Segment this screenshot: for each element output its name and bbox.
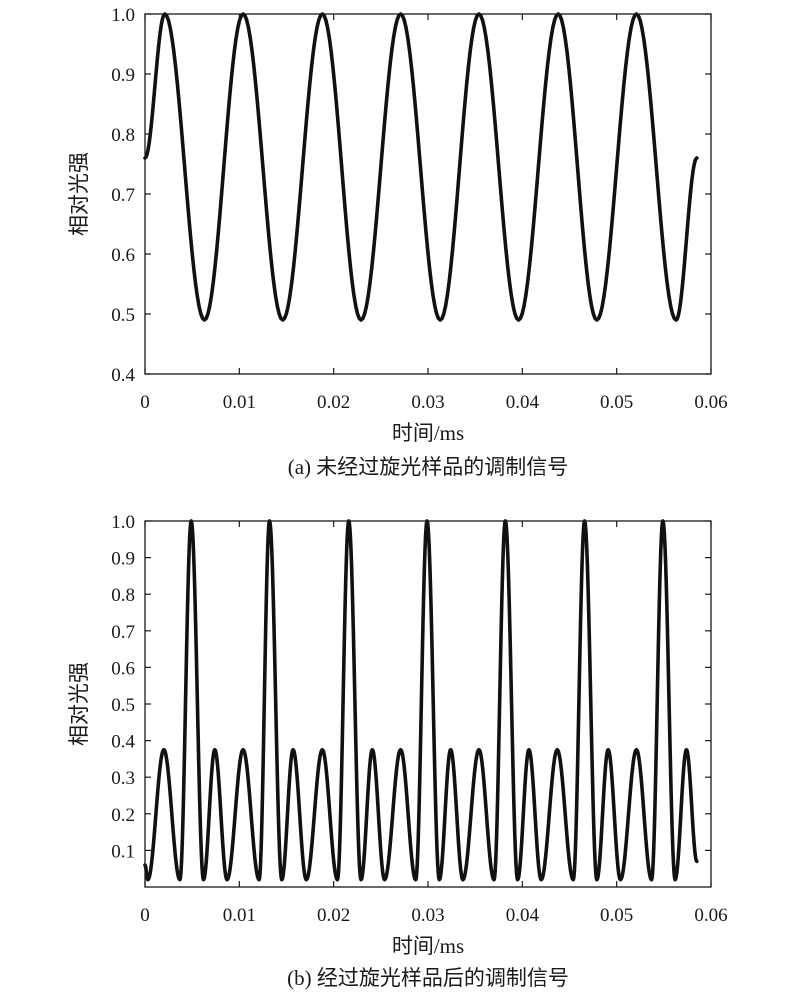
panel-b-y-tick-label: 0.7: [111, 622, 135, 643]
panel-b-x-tick-label: 0.04: [506, 905, 540, 926]
panel-a-x-tick-label: 0.01: [223, 392, 256, 413]
panel-b-y-tick-label: 0.1: [111, 841, 135, 862]
panel-a-x-tick-label: 0.05: [600, 392, 633, 413]
panel-b-x-tick-label: 0.01: [223, 905, 256, 926]
panel-a-y-axis-label: 相对光强: [67, 152, 91, 236]
panel-a-series-0-line: [143, 12, 699, 322]
panel-b-y-tick-label: 1.0: [111, 512, 135, 533]
panel-b-y-ticks: 0.1 0.2 0.3 0.4 0.5 0.6 0.7 0.8 0.9 1.0: [111, 512, 711, 862]
panel-a-x-tick-label: 0: [140, 392, 150, 413]
panel-a-x-tick-label: 0.03: [411, 392, 444, 413]
panel-b-x-tick-label: 0.06: [694, 905, 727, 926]
panel-a-y-ticks: 0.4 0.5 0.6 0.7 0.8 0.9 1.0: [111, 5, 711, 386]
panel-b-x-tick-label: 0.02: [317, 905, 350, 926]
panel-b-series-0-line: [143, 519, 699, 882]
panel-b-y-tick-label: 0.4: [111, 732, 135, 753]
panel-a-marks: [143, 12, 699, 322]
panel-b-x-ticks: 0 0.01 0.02 0.03 0.04 0.05 0.06: [140, 521, 728, 926]
panel-b-y-tick-label: 0.5: [111, 695, 135, 716]
panel-a-caption: (a) 未经过旋光样品的调制信号: [288, 455, 569, 479]
panel-a-y-tick-label: 1.0: [111, 5, 135, 26]
panel-a-y-tick-label: 0.7: [111, 185, 135, 206]
panel-a-x-axis-label: 时间/ms: [392, 421, 464, 445]
panel-a-x-tick-label: 0.02: [317, 392, 350, 413]
panel-b-x-axis-label: 时间/ms: [392, 934, 464, 958]
panel-a-y-tick-label: 0.5: [111, 305, 135, 326]
panel-b-y-tick-label: 0.2: [111, 805, 135, 826]
panel-b-y-tick-label: 0.6: [111, 658, 135, 679]
panel-b-caption: (b) 经过旋光样品后的调制信号: [287, 966, 569, 990]
panel-b-x-tick-label: 0: [140, 905, 150, 926]
panel-b-y-axis-label: 相对光强: [67, 662, 91, 746]
panel-a-y-tick-label: 0.6: [111, 245, 135, 266]
panel-a-x-ticks: 0 0.01 0.02 0.03 0.04 0.05 0.06: [140, 14, 728, 413]
panel-b: 0 0.01 0.02 0.03 0.04 0.05 0.06 0.10.20.30.40.…: [67, 512, 728, 990]
panel-b-y-tick-label: 0.3: [111, 768, 135, 789]
panel-a-y-tick-label: 0.4: [111, 365, 135, 386]
panel-b-marks: [143, 519, 699, 882]
panel-a-x-tick-label: 0.06: [694, 392, 727, 413]
panel-b-y-tick-label: 0.9: [111, 549, 135, 570]
panel-a-y-tick-label: 0.8: [111, 125, 135, 146]
panel-b-x-tick-label: 0.03: [411, 905, 444, 926]
panel-a: 0 0.01 0.02 0.03 0.04 0.05 0.06 0.40.50.60.70.…: [67, 5, 728, 479]
panel-a-y-tick-label: 0.9: [111, 65, 135, 86]
panel-a-x-tick-label: 0.04: [506, 392, 540, 413]
panel-b-x-tick-label: 0.05: [600, 905, 633, 926]
panel-b-y-tick-label: 0.8: [111, 585, 135, 606]
